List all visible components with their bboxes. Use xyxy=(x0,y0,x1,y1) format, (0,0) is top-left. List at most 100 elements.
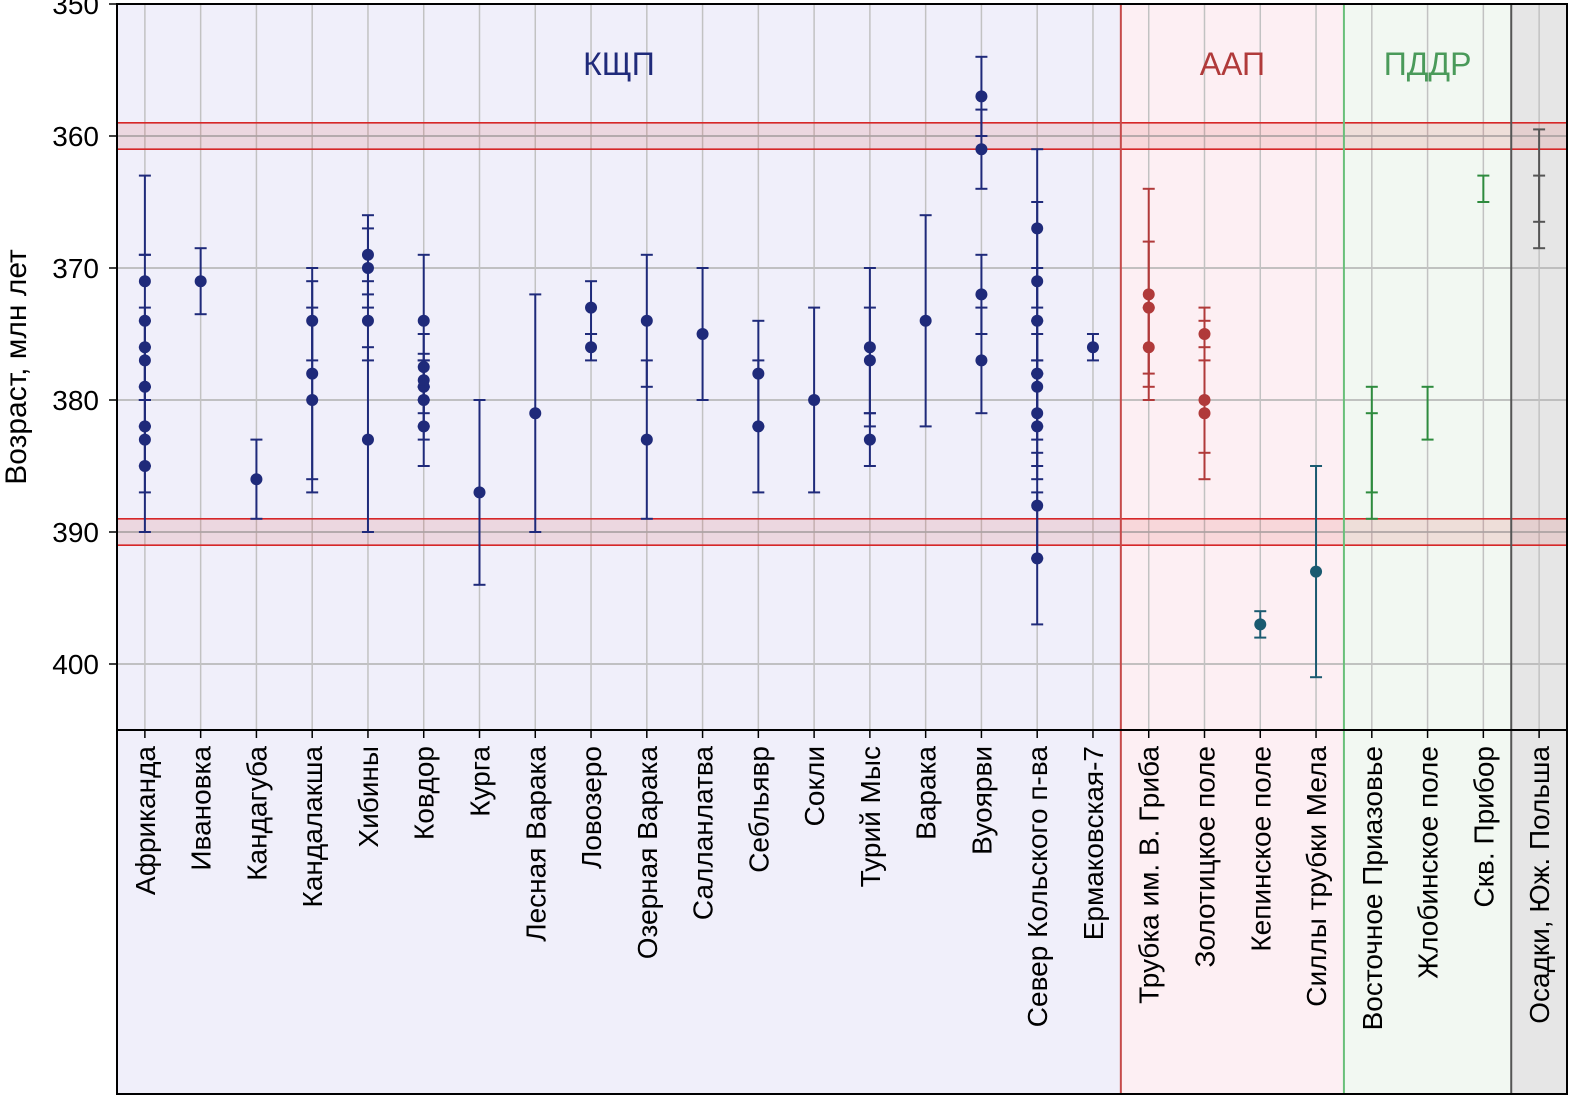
group-label: ААП xyxy=(1200,46,1265,82)
data-point xyxy=(975,90,988,103)
data-point xyxy=(194,275,207,288)
y-tick-label: 370 xyxy=(52,253,99,284)
series-22 xyxy=(1310,465,1323,679)
series-1 xyxy=(138,174,151,533)
x-tick-label: Хибины xyxy=(353,746,384,848)
x-tick-label: Жлобинское поле xyxy=(1413,746,1444,979)
data-point xyxy=(640,433,653,446)
y-tick-label: 390 xyxy=(52,517,99,548)
y-axis-label: Возраст, млн лет xyxy=(0,249,33,485)
group-separators xyxy=(1119,4,1513,1094)
data-point xyxy=(250,473,263,486)
x-tick-label: Лесная Варака xyxy=(520,746,551,942)
data-point xyxy=(863,354,876,367)
x-axis-ticks: Африканда Ивановка Кандагуба Кандалакша Хиби… xyxy=(130,730,1555,1030)
x-tick-label: Сокли xyxy=(799,746,830,826)
data-point xyxy=(975,354,988,367)
series-20 xyxy=(1198,306,1211,481)
data-point xyxy=(1086,341,1099,354)
series-10 xyxy=(640,253,653,520)
series-16 xyxy=(975,55,988,415)
x-tick-label: Себльявр xyxy=(743,746,774,873)
x-tick-label: Восточное Приазовье xyxy=(1357,746,1388,1030)
y-tick-label: 400 xyxy=(52,649,99,680)
group-label: ПДДР xyxy=(1384,46,1472,82)
y-tick-label: 380 xyxy=(52,385,99,416)
x-tick-label: Скв. Прибор xyxy=(1468,746,1499,907)
data-point xyxy=(1310,565,1323,578)
data-point xyxy=(752,420,765,433)
series-13 xyxy=(808,306,821,494)
data-point xyxy=(529,407,542,420)
data-series xyxy=(138,55,1546,679)
group-labels: КЩП ААП ПДДР xyxy=(583,46,1471,82)
data-point xyxy=(417,314,430,327)
series-4 xyxy=(306,267,319,494)
x-tick-label: Вуоярви xyxy=(966,746,997,855)
data-point xyxy=(975,288,988,301)
group-background xyxy=(117,4,1121,1094)
data-point xyxy=(1031,420,1044,433)
series-14 xyxy=(863,267,876,467)
x-tick-label: Трубка им. В. Гриба xyxy=(1134,746,1165,1004)
series-26 xyxy=(1533,128,1546,250)
y-tick-label: 350 xyxy=(52,0,99,20)
series-18 xyxy=(1086,333,1099,362)
x-tick-label: Ивановка xyxy=(186,746,217,871)
series-8 xyxy=(529,293,542,533)
data-point xyxy=(361,433,374,446)
data-point xyxy=(808,394,821,406)
y-tick-label: 360 xyxy=(52,121,99,152)
x-tick-label: Ковдор xyxy=(409,746,440,840)
x-tick-label: Кандагуба xyxy=(241,746,272,881)
x-tick-label: Курга xyxy=(465,746,496,817)
data-point xyxy=(417,420,430,433)
series-12 xyxy=(752,319,765,494)
series-21 xyxy=(1254,610,1267,639)
x-tick-label: Осадки, Юж. Польша xyxy=(1524,746,1555,1024)
data-point xyxy=(863,433,876,446)
data-point xyxy=(585,301,598,314)
series-11 xyxy=(696,267,709,401)
group-background xyxy=(1120,4,1344,1094)
series-5 xyxy=(361,214,374,533)
x-tick-label: Озерная Варака xyxy=(632,746,663,960)
series-24 xyxy=(1421,385,1434,441)
plot-frame xyxy=(116,3,1568,1095)
group-label: КЩП xyxy=(583,46,655,82)
x-tick-label: Варака xyxy=(911,746,942,840)
x-tick-label: Золотицкое поле xyxy=(1190,746,1221,968)
x-tick-label: Ермаковская-7 xyxy=(1078,746,1109,940)
data-point xyxy=(361,262,374,274)
series-23 xyxy=(1365,385,1378,520)
data-point xyxy=(1142,341,1155,354)
series-15 xyxy=(919,214,932,428)
x-tick-label: Север Кольского п-ва xyxy=(1022,746,1053,1028)
data-point xyxy=(975,143,988,156)
reference-bands xyxy=(117,122,1567,547)
y-axis-ticks: 350 360 370 380 390 400 xyxy=(52,0,117,680)
data-point xyxy=(696,328,709,340)
x-tick-label: Кандалакша xyxy=(297,746,328,908)
plot-border xyxy=(116,3,1568,1095)
data-point xyxy=(1198,407,1211,420)
series-7 xyxy=(473,399,486,586)
data-point xyxy=(1254,618,1267,631)
data-point xyxy=(306,394,319,406)
series-19 xyxy=(1142,187,1155,401)
x-tick-label: Кепинское поле xyxy=(1245,746,1276,952)
series-6 xyxy=(417,253,430,467)
group-backgrounds xyxy=(117,4,1567,1094)
series-3 xyxy=(250,438,263,520)
data-point xyxy=(640,314,653,327)
data-point xyxy=(361,314,374,327)
data-point xyxy=(473,486,486,499)
series-9 xyxy=(585,280,598,362)
x-tick-label: Африканда xyxy=(130,746,161,895)
x-tick-label: Салланлатва xyxy=(688,746,719,920)
data-point xyxy=(1031,552,1044,565)
x-tick-label: Турий Мыс xyxy=(855,746,886,887)
data-point xyxy=(919,314,932,327)
series-2 xyxy=(194,247,207,316)
